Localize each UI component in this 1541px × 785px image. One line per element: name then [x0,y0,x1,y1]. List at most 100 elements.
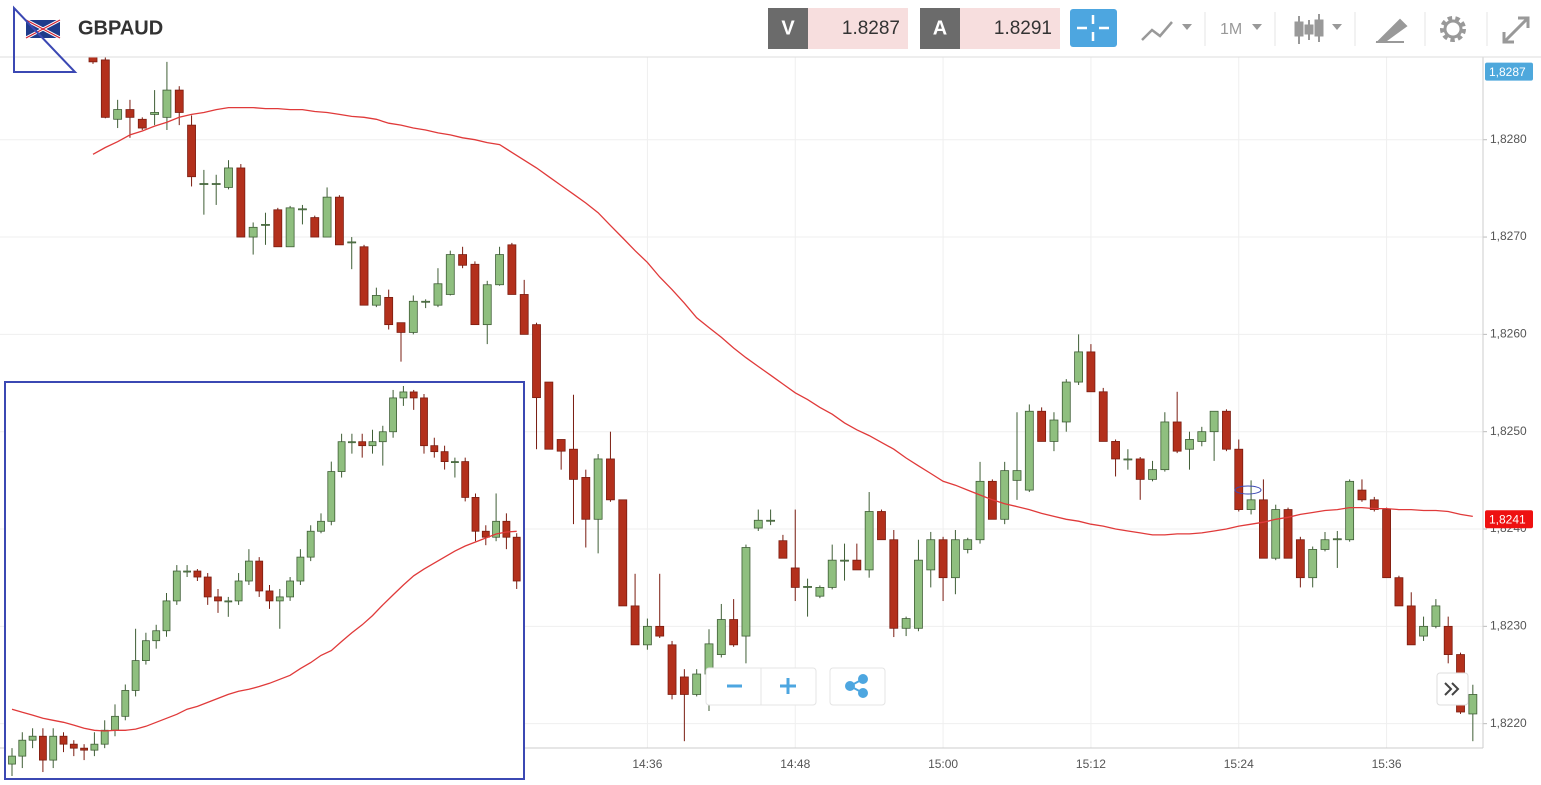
bid-button[interactable] [768,8,808,49]
share-icon[interactable] [845,674,868,698]
candle-body [1271,509,1281,559]
candle-body [470,263,480,326]
x-tick-label: 15:12 [1076,757,1106,771]
candle-body [1024,410,1034,491]
candle-body [1197,431,1207,442]
candle-body [1111,441,1120,460]
candle-body [532,324,541,399]
settings-icon [1443,19,1463,39]
candle-body [1259,499,1268,559]
bid-box[interactable] [808,8,908,49]
candle-body [28,735,37,741]
candle-body [512,536,521,582]
x-tick-label: 14:48 [780,757,810,771]
candle-body [199,183,209,185]
candle-body [174,89,184,113]
candle-body [113,109,123,120]
candle-body [889,539,899,629]
candle-body [716,619,726,655]
candle-body [69,743,78,749]
candle-icon[interactable] [1294,14,1324,44]
candle-body [430,445,439,453]
candle-body [111,715,119,731]
candle-body [581,477,591,520]
x-tick-label: 14:36 [632,757,662,771]
y-tick-label: 1,8250 [1490,424,1527,438]
candle-body [100,729,109,745]
dropdown [1332,24,1342,30]
fullscreen-icon[interactable] [1502,16,1530,44]
candle-body [1037,410,1047,442]
candle-body [211,183,221,185]
candle-body [244,560,253,582]
ask-box[interactable] [960,8,1060,49]
candle-body [371,295,381,306]
candle-body [827,559,837,588]
candle-body [1000,470,1010,520]
candle-body [1049,419,1059,442]
candle-body [265,590,274,602]
candle-body [815,587,825,597]
candle-body [840,559,849,562]
candle-body [1468,694,1478,715]
candle-body [1369,499,1379,510]
candle-body [1345,480,1355,541]
candle-body [495,254,504,286]
draw-icon[interactable] [1375,18,1408,43]
candle-body [18,739,27,757]
candle-body [482,284,492,326]
candle-body [618,499,628,607]
candle-body [630,605,640,646]
candle-body [347,441,356,444]
candle-body [125,109,135,118]
candle-body [88,57,98,63]
candle-body [790,567,800,588]
candle-body [1160,421,1170,471]
candle-body [368,441,377,447]
candle-body [1308,549,1318,579]
settings-icon[interactable] [1440,16,1466,42]
candle-body [1320,539,1330,550]
zoom-in[interactable] [780,678,796,694]
candle-body [766,519,775,522]
candle-body [327,471,336,522]
candle-body [803,586,812,588]
candle-body [1172,421,1182,452]
inset-frame [4,381,525,780]
candle-body [296,556,305,582]
annotation-triangle [13,5,78,73]
candle-body [49,735,58,761]
x-tick-label: 15:36 [1372,757,1402,771]
candle-body [286,580,295,598]
candle-body [667,644,677,695]
x-tick-label: 15:24 [1224,757,1254,771]
candle-body [306,530,315,558]
candle-body [214,596,222,602]
share-box [829,667,886,706]
inset-chart [4,381,525,780]
candle-body [606,458,615,501]
candle-body [141,640,150,662]
candle-body [901,618,911,629]
crosshair-button[interactable] [1070,9,1117,47]
chart-type-icon[interactable] [1141,21,1173,41]
timeframe[interactable]: 1M [1220,21,1242,38]
candle-body [556,439,566,452]
candle-body [1185,439,1194,450]
candle-body [80,747,88,751]
zoom-controls [705,485,1469,706]
candle-body [1443,625,1453,655]
candle-body [433,283,443,306]
ask-button[interactable] [920,8,960,49]
scroll-right[interactable] [1444,682,1460,696]
candle-body [39,735,47,761]
candle-body [152,630,161,642]
candle-body [389,397,398,433]
candle-body [1123,458,1133,461]
candle-body [926,539,936,571]
candle-body [90,743,99,751]
candle-body [679,676,689,695]
candle-body [461,461,470,498]
